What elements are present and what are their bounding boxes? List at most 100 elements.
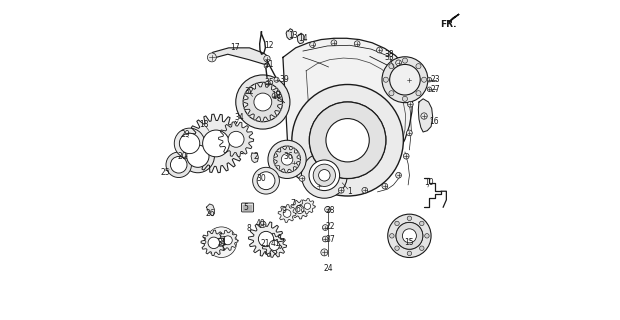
Circle shape: [396, 60, 401, 66]
Circle shape: [322, 225, 328, 230]
FancyBboxPatch shape: [242, 203, 254, 212]
Text: 30: 30: [257, 174, 267, 183]
Circle shape: [396, 222, 423, 249]
Text: 14: 14: [298, 34, 308, 43]
Circle shape: [383, 77, 388, 82]
Text: 35: 35: [264, 78, 274, 87]
Text: 13: 13: [289, 31, 298, 40]
Polygon shape: [286, 29, 293, 40]
Circle shape: [181, 140, 215, 173]
Text: 32: 32: [244, 87, 254, 96]
Polygon shape: [243, 82, 283, 122]
Circle shape: [208, 53, 216, 62]
Circle shape: [407, 130, 412, 136]
Circle shape: [187, 145, 209, 167]
Text: 29: 29: [180, 130, 190, 139]
Circle shape: [264, 64, 268, 68]
Circle shape: [322, 236, 328, 242]
Circle shape: [406, 77, 412, 83]
Text: 25: 25: [160, 168, 170, 177]
Circle shape: [420, 221, 424, 226]
Circle shape: [389, 64, 394, 69]
Circle shape: [402, 96, 407, 101]
Text: 12: 12: [264, 41, 273, 50]
Circle shape: [179, 133, 200, 154]
Text: 39: 39: [279, 75, 289, 84]
Circle shape: [339, 188, 344, 193]
Circle shape: [274, 77, 279, 82]
Circle shape: [407, 251, 412, 256]
Circle shape: [321, 249, 328, 256]
Polygon shape: [262, 233, 286, 257]
Polygon shape: [297, 33, 304, 44]
Circle shape: [309, 102, 386, 179]
Circle shape: [382, 183, 388, 189]
Circle shape: [259, 231, 273, 247]
Circle shape: [257, 172, 275, 190]
Polygon shape: [278, 204, 296, 222]
Circle shape: [292, 84, 404, 196]
Circle shape: [420, 246, 424, 251]
Circle shape: [253, 167, 280, 194]
Text: 37: 37: [326, 235, 335, 244]
Circle shape: [427, 77, 432, 82]
Circle shape: [291, 160, 297, 165]
Polygon shape: [449, 14, 459, 22]
Circle shape: [296, 205, 304, 213]
Text: 28: 28: [325, 206, 335, 215]
Circle shape: [396, 222, 423, 249]
Circle shape: [313, 164, 335, 187]
Text: FR.: FR.: [440, 20, 456, 29]
Text: 1: 1: [347, 187, 352, 196]
Text: 23: 23: [430, 75, 440, 84]
Circle shape: [166, 152, 192, 178]
Circle shape: [407, 216, 412, 220]
Circle shape: [382, 57, 428, 103]
Polygon shape: [273, 146, 301, 173]
Circle shape: [388, 214, 431, 258]
Circle shape: [228, 131, 244, 147]
Circle shape: [309, 102, 386, 179]
Polygon shape: [187, 114, 246, 173]
Circle shape: [273, 146, 301, 173]
Circle shape: [269, 240, 280, 251]
Polygon shape: [210, 48, 269, 64]
Circle shape: [416, 64, 421, 69]
Polygon shape: [290, 200, 309, 219]
Text: 11: 11: [264, 60, 273, 69]
Text: 8: 8: [247, 224, 251, 233]
Circle shape: [319, 170, 330, 181]
Circle shape: [254, 93, 272, 111]
Text: 26: 26: [206, 209, 215, 218]
Text: 6: 6: [296, 205, 300, 214]
Text: 17: 17: [230, 43, 240, 52]
Circle shape: [325, 206, 330, 212]
Text: 31: 31: [218, 238, 227, 247]
Circle shape: [416, 91, 421, 96]
Circle shape: [427, 87, 432, 92]
Circle shape: [223, 236, 232, 245]
Polygon shape: [201, 230, 226, 256]
Circle shape: [326, 119, 370, 162]
Text: 3: 3: [202, 237, 206, 246]
Polygon shape: [206, 204, 215, 216]
Circle shape: [389, 64, 420, 95]
Circle shape: [206, 227, 237, 258]
Circle shape: [425, 234, 429, 238]
Circle shape: [243, 82, 283, 122]
Text: 20: 20: [177, 152, 187, 161]
Circle shape: [264, 55, 270, 62]
Circle shape: [266, 81, 270, 85]
Circle shape: [309, 42, 316, 48]
Text: 27: 27: [430, 85, 440, 94]
Circle shape: [260, 221, 266, 228]
Polygon shape: [418, 99, 433, 132]
Circle shape: [362, 188, 368, 193]
Circle shape: [304, 203, 311, 209]
Text: 4: 4: [221, 238, 226, 247]
Text: 5: 5: [243, 203, 248, 212]
Polygon shape: [251, 153, 259, 163]
Text: 38: 38: [384, 50, 394, 59]
Circle shape: [208, 237, 219, 249]
Circle shape: [309, 160, 340, 191]
